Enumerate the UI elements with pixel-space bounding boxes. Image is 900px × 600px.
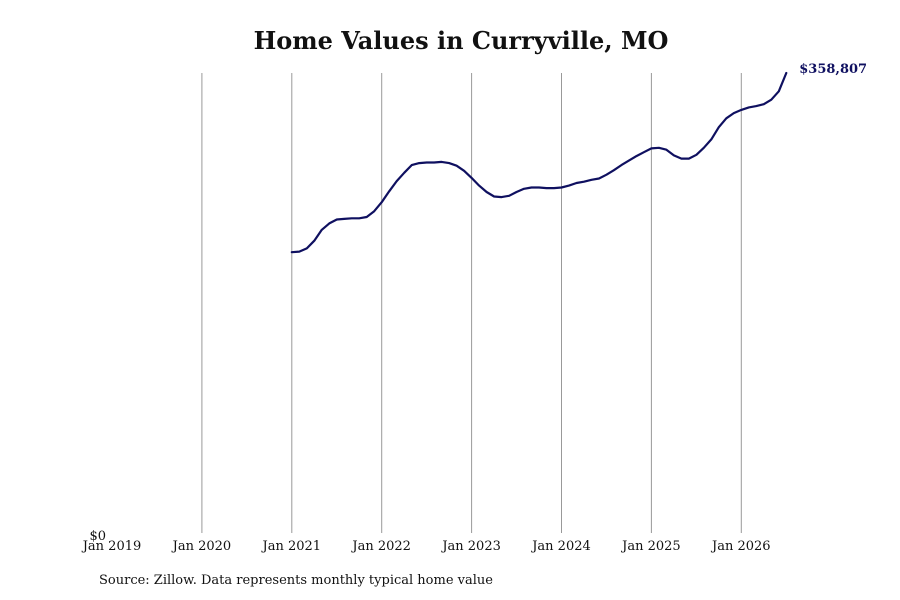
chart-title: Home Values in Curryville, MO: [253, 26, 669, 55]
x-tick-label: Jan 2020: [171, 539, 232, 554]
x-tick-label: Jan 2022: [350, 539, 411, 554]
x-tick-label: Jan 2026: [710, 539, 771, 554]
y-axis-ticks: $0: [89, 529, 106, 544]
source-note: Source: Zillow. Data represents monthly …: [99, 573, 493, 588]
x-tick-label: Jan 2023: [440, 539, 501, 554]
end-value-label: $358,807: [799, 62, 867, 77]
x-tick-label: Jan 2021: [261, 539, 322, 554]
x-axis-ticks: Jan 2019 Jan 2020 Jan 2021 Jan 2022 Jan 2023…: [81, 539, 771, 554]
x-tick-label: Jan 2025: [620, 539, 681, 554]
x-tick-label: Jan 2024: [530, 539, 591, 554]
x-tick-label: Jan 2019: [81, 539, 142, 554]
series-line: [290, 71, 788, 254]
y-tick-label: $0: [89, 529, 106, 544]
grid-lines: [201, 73, 742, 533]
